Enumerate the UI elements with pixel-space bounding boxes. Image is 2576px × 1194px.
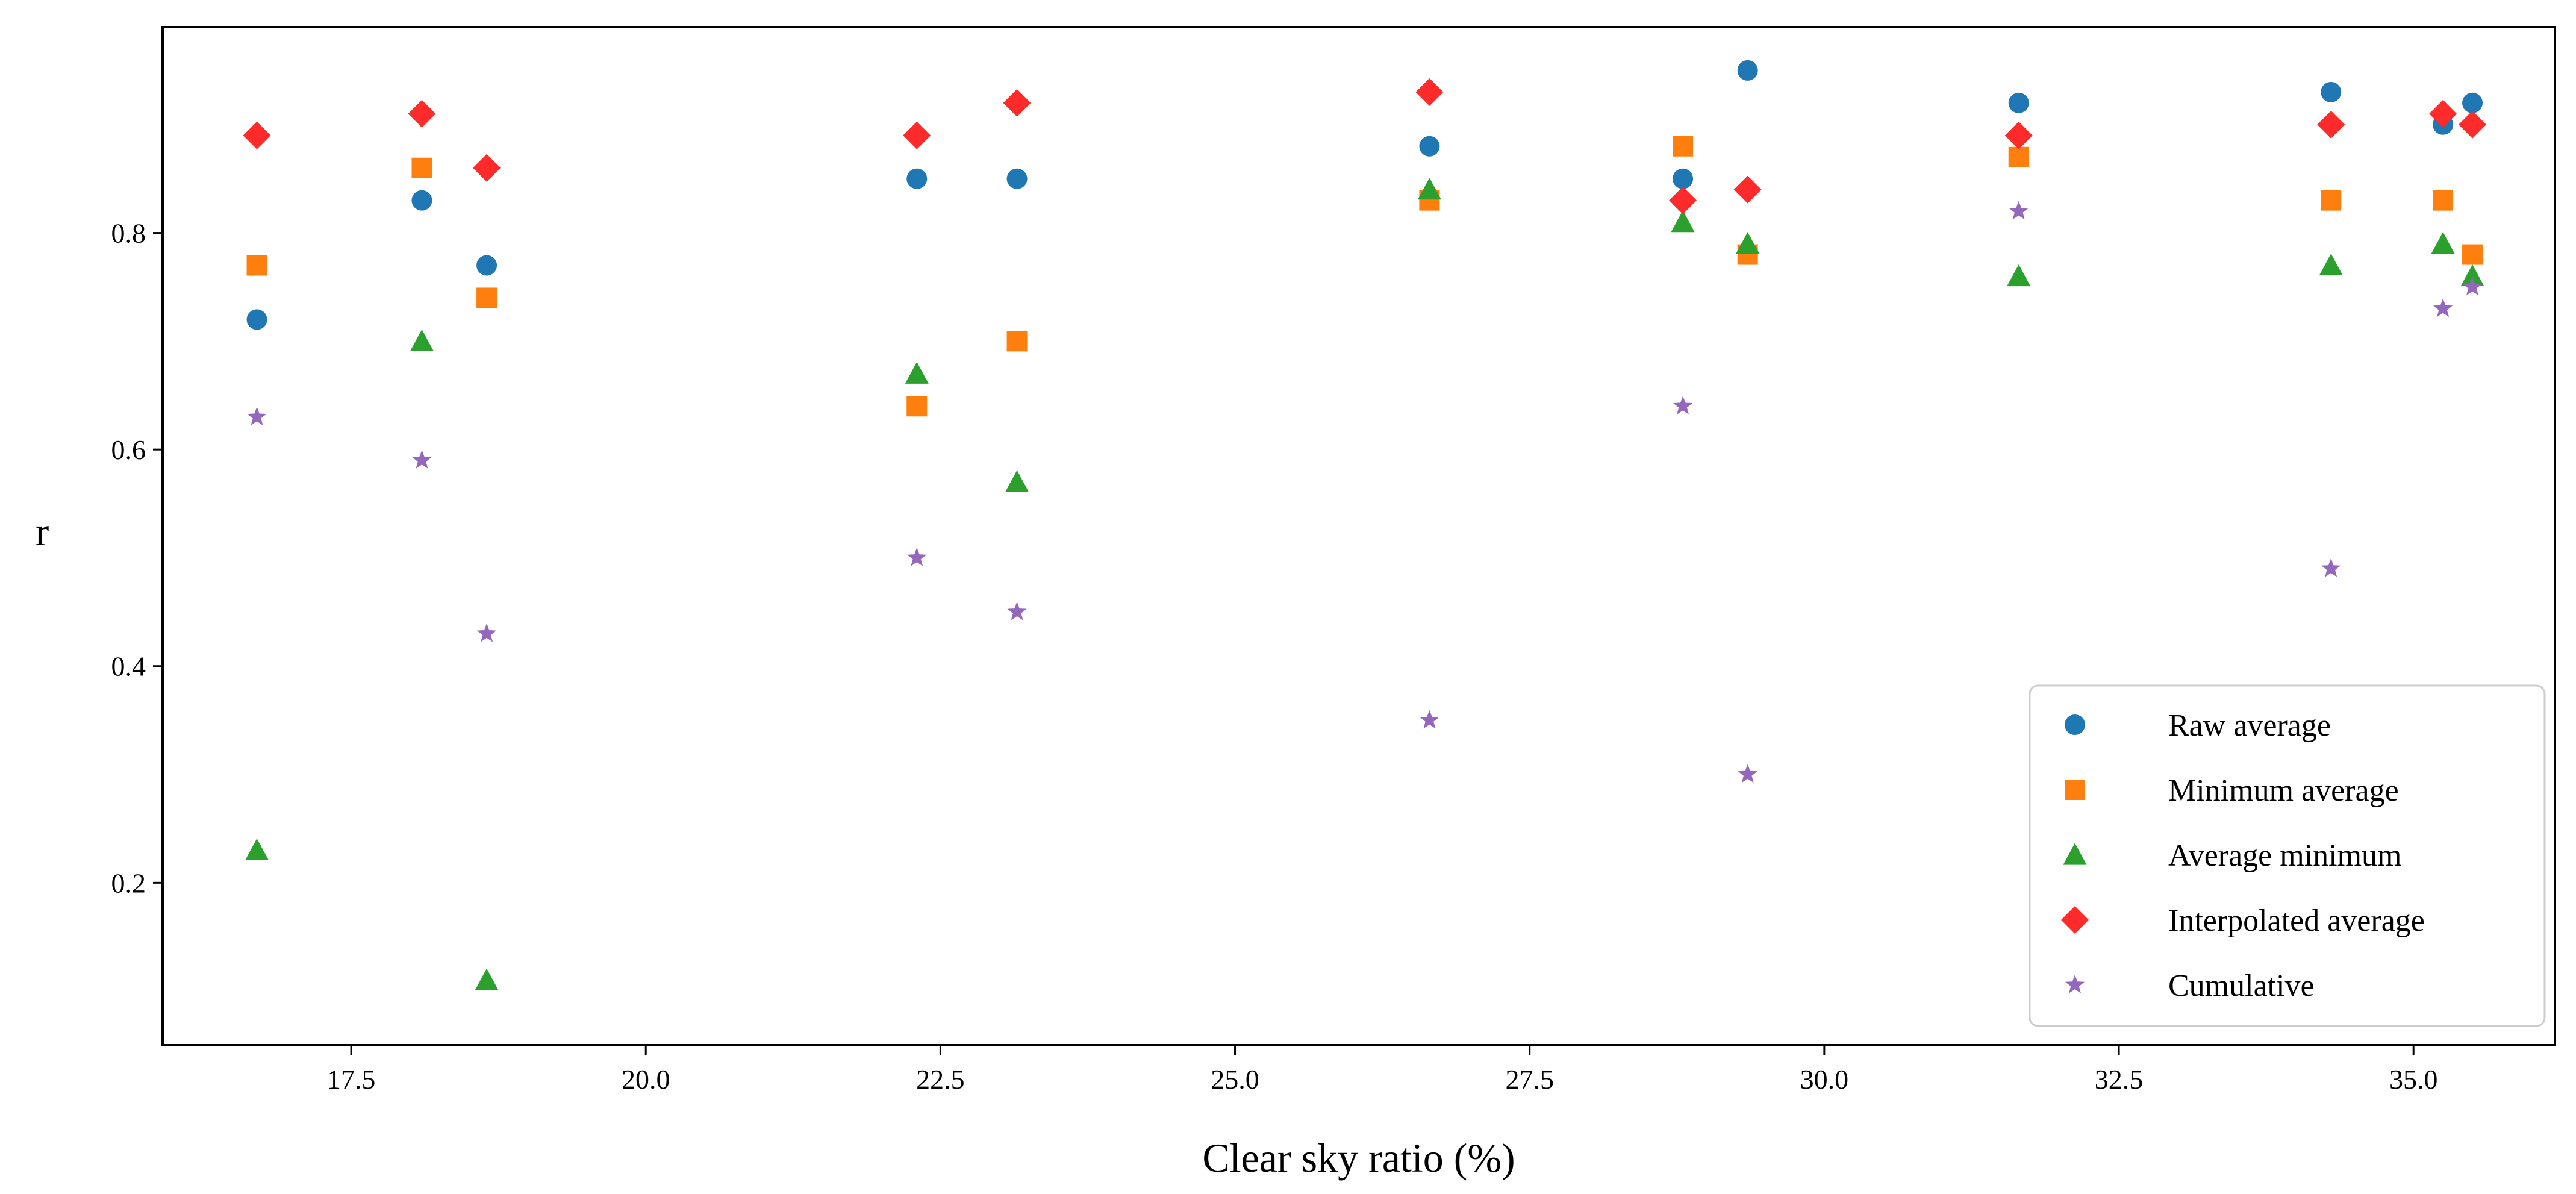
x-tick-label: 35.0 (2389, 1064, 2438, 1095)
raw-average-point (476, 255, 497, 276)
minimum-average-point (411, 157, 432, 178)
y-tick-label: 0.6 (111, 434, 146, 465)
raw-average-point (1673, 168, 1694, 189)
average-minimum-point (2431, 232, 2455, 254)
interpolated-average-point (243, 121, 271, 149)
cumulative-point (2433, 298, 2453, 317)
interpolated-average-point (1669, 186, 1697, 214)
y-axis: 0.2 0.4 0.6 0.8 (111, 218, 163, 898)
legend-box (2029, 684, 2546, 1027)
raw-average-point (1737, 60, 1758, 81)
interpolated-average-point (2317, 110, 2345, 139)
raw-average-point (246, 309, 267, 330)
cumulative-point (2321, 558, 2341, 577)
average-minimum-point (245, 838, 269, 861)
x-tick-label: 20.0 (622, 1064, 670, 1095)
minimum-average-point (476, 287, 497, 308)
y-tick-label: 0.4 (111, 651, 146, 682)
raw-average-point (906, 168, 928, 189)
cumulative-point (247, 407, 267, 425)
cumulative-point (1007, 601, 1027, 620)
cumulative-point (412, 450, 432, 469)
cumulative-point (1673, 396, 1693, 414)
minimum-average-point (2433, 190, 2454, 211)
average-minimum-point (2007, 264, 2031, 287)
cumulative-point (907, 548, 927, 566)
interpolated-average-point (473, 154, 501, 182)
minimum-average-point (2008, 146, 2029, 167)
cumulative-point (1420, 710, 1439, 729)
interpolated-average-point (2004, 121, 2033, 149)
interpolated-average-point (2429, 99, 2457, 128)
interpolated-average-point (1003, 89, 1031, 117)
average-minimum-point (1736, 232, 1760, 254)
legend-marker-raw-average (2065, 714, 2085, 735)
interpolated-average-point (1415, 78, 1444, 106)
x-axis: 17.5 20.0 22.5 25.0 27.5 30.0 32.5 35.0 (327, 1045, 2438, 1095)
cumulative-point (476, 623, 497, 642)
x-tick-label: 30.0 (1800, 1064, 1849, 1095)
x-axis-title: Clear sky ratio (%) (1202, 1135, 1515, 1181)
x-tick-label: 27.5 (1505, 1064, 1554, 1095)
cumulative-point (1738, 764, 1757, 783)
average-minimum-point (1671, 210, 1695, 233)
interpolated-average-point (903, 121, 931, 149)
legend-marker-average-minimum (2063, 843, 2087, 865)
minimum-average-point (2321, 190, 2342, 211)
data-points (243, 60, 2486, 990)
legend-label-cumulative: Cumulative (2168, 969, 2315, 1003)
cumulative-point (2009, 201, 2029, 220)
interpolated-average-point (1733, 175, 1762, 204)
y-axis-title: r (36, 508, 49, 554)
raw-average-point (2008, 92, 2029, 113)
average-minimum-point (1005, 470, 1029, 492)
x-tick-label: 22.5 (916, 1064, 965, 1095)
legend-marker-interpolated-average (2061, 906, 2089, 934)
legend-label-minimum-average: Minimum average (2168, 774, 2399, 808)
plot-area-border (161, 26, 2556, 1046)
legend-label-raw-average: Raw average (2168, 708, 2331, 743)
minimum-average-point (1673, 136, 1694, 157)
average-minimum-point (475, 968, 499, 990)
average-minimum-point (2460, 264, 2484, 287)
y-tick-label: 0.2 (111, 867, 146, 898)
minimum-average-point (246, 255, 267, 276)
raw-average-point (2462, 92, 2483, 113)
cumulative-point (2462, 277, 2483, 296)
minimum-average-point (2462, 244, 2483, 265)
average-minimum-point (2319, 253, 2343, 276)
x-tick-label: 25.0 (1211, 1064, 1259, 1095)
raw-average-point (1006, 168, 1028, 189)
y-tick-label: 0.8 (111, 218, 146, 249)
x-tick-label: 17.5 (327, 1064, 376, 1095)
interpolated-average-point (2459, 110, 2486, 139)
average-minimum-point (1417, 178, 1441, 200)
raw-average-point (2321, 81, 2342, 102)
legend-marker-cumulative (2065, 975, 2085, 993)
legend-label-average-minimum: Average minimum (2168, 839, 2402, 873)
legend-label-interpolated-average: Interpolated average (2168, 904, 2425, 938)
interpolated-average-point (408, 99, 436, 128)
average-minimum-point (410, 329, 434, 352)
legend: Raw average Minimum average Average minimu… (2029, 684, 2546, 1027)
minimum-average-point (1006, 331, 1028, 352)
raw-average-point (411, 190, 432, 211)
minimum-average-point (906, 396, 928, 417)
legend-marker-minimum-average (2065, 780, 2085, 800)
raw-average-point (1419, 136, 1440, 157)
average-minimum-point (905, 361, 929, 384)
x-tick-label: 32.5 (2095, 1064, 2144, 1095)
